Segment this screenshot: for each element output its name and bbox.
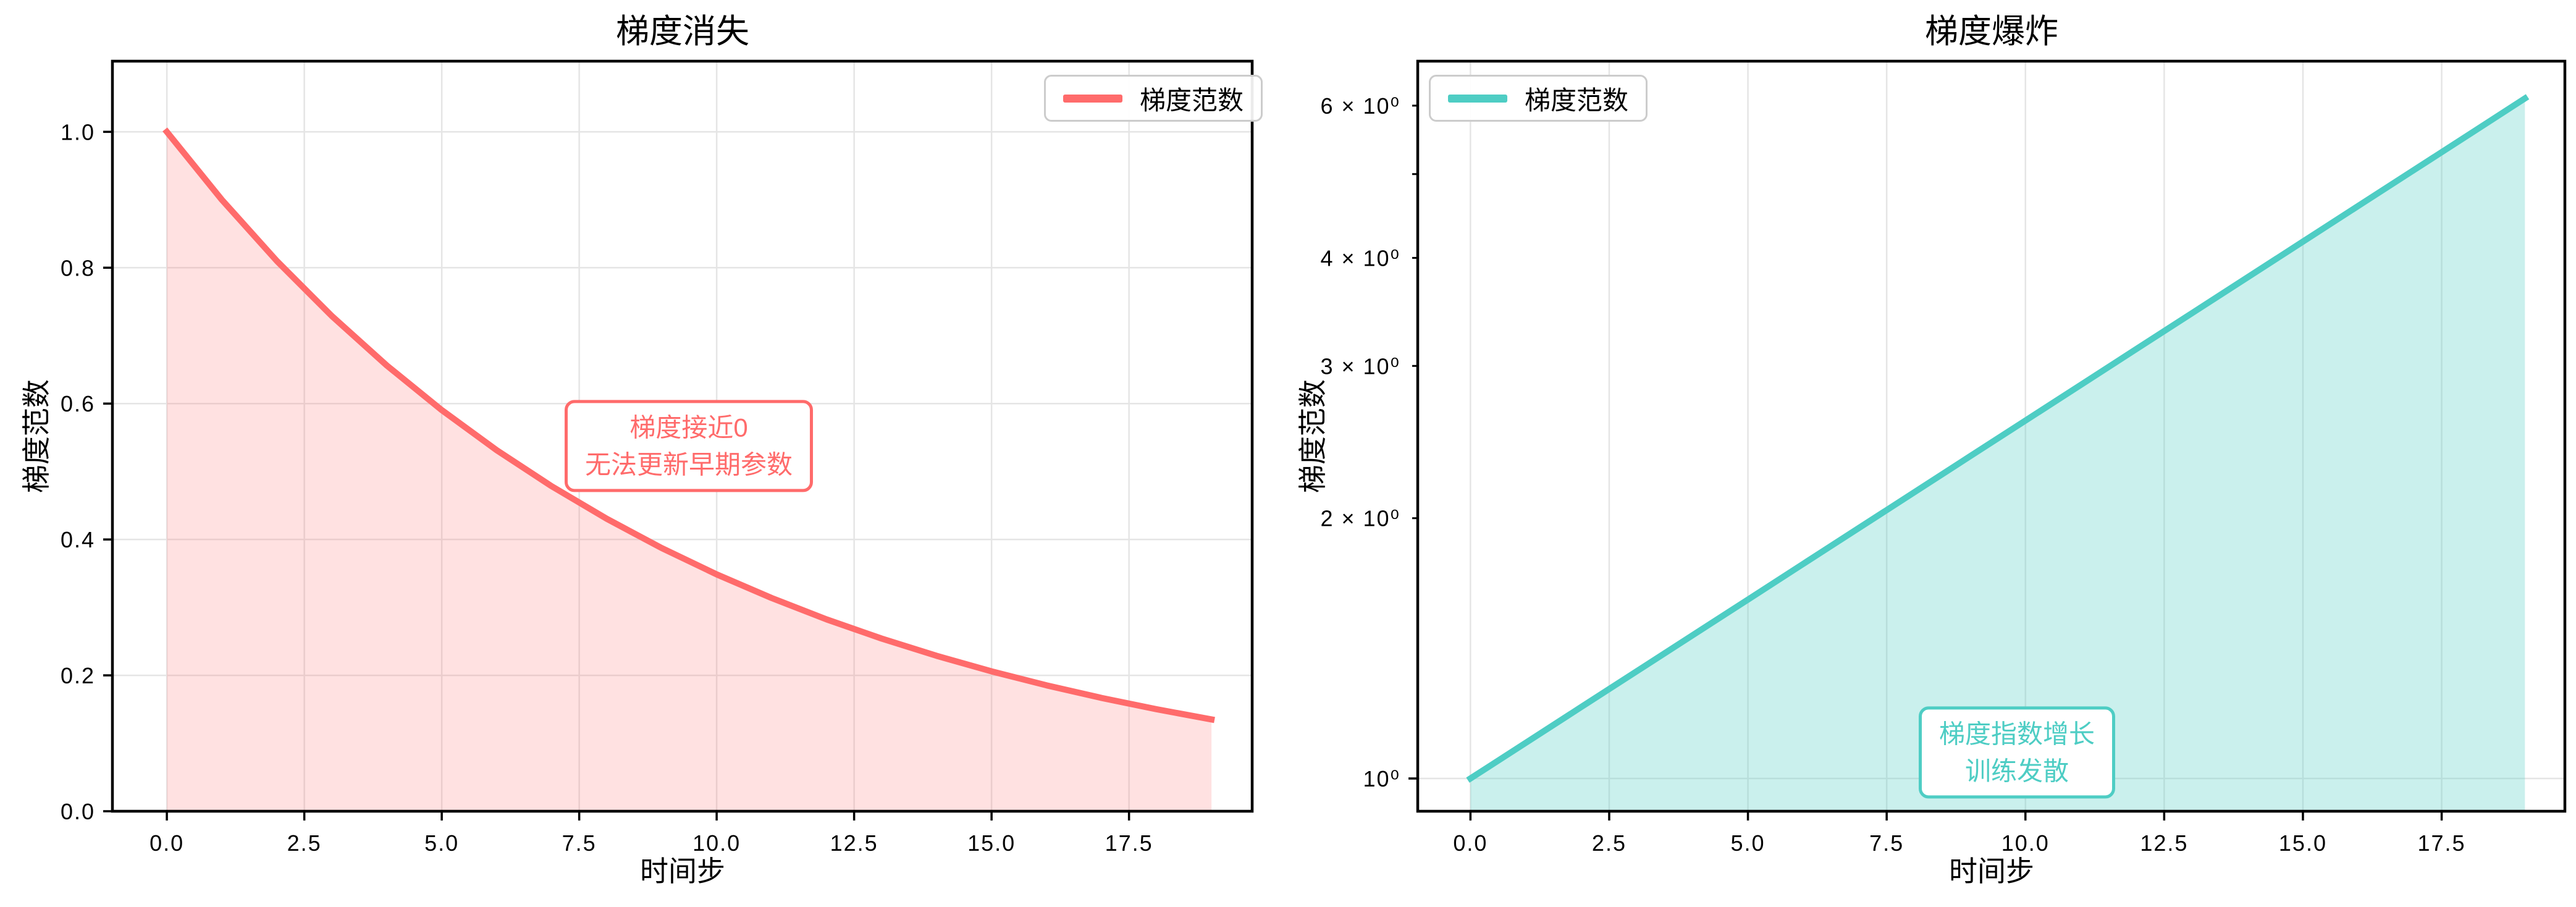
- x-tick-label: 5.0: [1731, 830, 1766, 856]
- x-tick-label: 10.0: [2001, 830, 2050, 856]
- x-tick-label: 12.5: [830, 830, 878, 856]
- left-y-axis-label: 梯度范数: [20, 379, 53, 493]
- x-tick-label: 0.0: [149, 830, 184, 856]
- legend-line-swatch-red: [1063, 94, 1122, 103]
- y-tick-label: 0.6: [61, 391, 95, 416]
- x-tick-label: 5.0: [424, 830, 459, 856]
- right-x-axis-label: 时间步: [1949, 855, 2034, 887]
- left-chart-canvas: 0.0 2.5 5.0 7.5 10.0 12.5 15.0 17.5 0.0 0.2 0.4 0.6…: [61, 59, 1254, 856]
- x-tick-label: 10.0: [692, 830, 741, 856]
- x-tick-label: 15.0: [967, 830, 1016, 856]
- series-line: [1466, 94, 2530, 783]
- left-chart-title: 梯度消失: [616, 13, 749, 50]
- y-tick-label: 2 × 10⁰: [1320, 506, 1400, 531]
- y-tick-label: 1.0: [61, 119, 95, 145]
- axes-spines: [111, 59, 1254, 813]
- y-tick-label: 4 × 10⁰: [1320, 245, 1400, 271]
- right-chart-canvas: 0.0 2.5 5.0 7.5 10.0 12.5 15.0 17.5 10⁰ 2 × 10⁰ 3 …: [1320, 59, 2567, 856]
- x-tick-label: 12.5: [2140, 830, 2188, 856]
- left-legend: 梯度范数: [1044, 75, 1263, 122]
- right-chart-title: 梯度爆炸: [1925, 13, 2058, 50]
- x-tick-label: 7.5: [1869, 830, 1904, 856]
- left-annotation-line-1: 梯度接近0: [629, 413, 748, 442]
- x-tick-label: 15.0: [2279, 830, 2327, 856]
- series-area-fill: [1470, 98, 2525, 811]
- right-annotation-box: 梯度指数增长 训练发散: [1918, 706, 2116, 799]
- series-line: [162, 127, 1215, 723]
- x-tick-label: 17.5: [1105, 830, 1153, 856]
- x-tick-label: 2.5: [287, 830, 322, 856]
- y-tick-label: 0.4: [61, 527, 95, 552]
- left-annotation-box: 梯度接近0 无法更新早期参数: [564, 400, 814, 492]
- x-tick-label: 0.0: [1453, 830, 1488, 856]
- right-legend-label: 梯度范数: [1525, 85, 1629, 115]
- y-tick-label: 3 × 10⁰: [1320, 353, 1400, 379]
- x-tick-label: 17.5: [2418, 830, 2466, 856]
- x-tick-label: 2.5: [1592, 830, 1627, 856]
- x-tick-label: 7.5: [562, 830, 597, 856]
- left-legend-label: 梯度范数: [1140, 85, 1244, 115]
- y-tick-label: 10⁰: [1363, 766, 1400, 791]
- y-tick-label: 6 × 10⁰: [1320, 93, 1400, 119]
- left-x-axis-label: 时间步: [640, 855, 725, 887]
- right-annotation-line-2: 训练发散: [1964, 756, 2069, 785]
- y-tick-label: 0.0: [61, 799, 95, 824]
- right-y-axis-label: 梯度范数: [1297, 379, 1329, 493]
- series-area-fill: [167, 132, 1212, 811]
- y-tick-label: 0.8: [61, 255, 95, 281]
- left-annotation-line-2: 无法更新早期参数: [584, 450, 793, 479]
- right-legend: 梯度范数: [1429, 75, 1648, 122]
- axes-spines: [1416, 59, 2567, 813]
- legend-line-swatch-teal: [1448, 94, 1507, 103]
- y-tick-label: 0.2: [61, 663, 95, 688]
- right-annotation-line-1: 梯度指数增长: [1938, 719, 2095, 749]
